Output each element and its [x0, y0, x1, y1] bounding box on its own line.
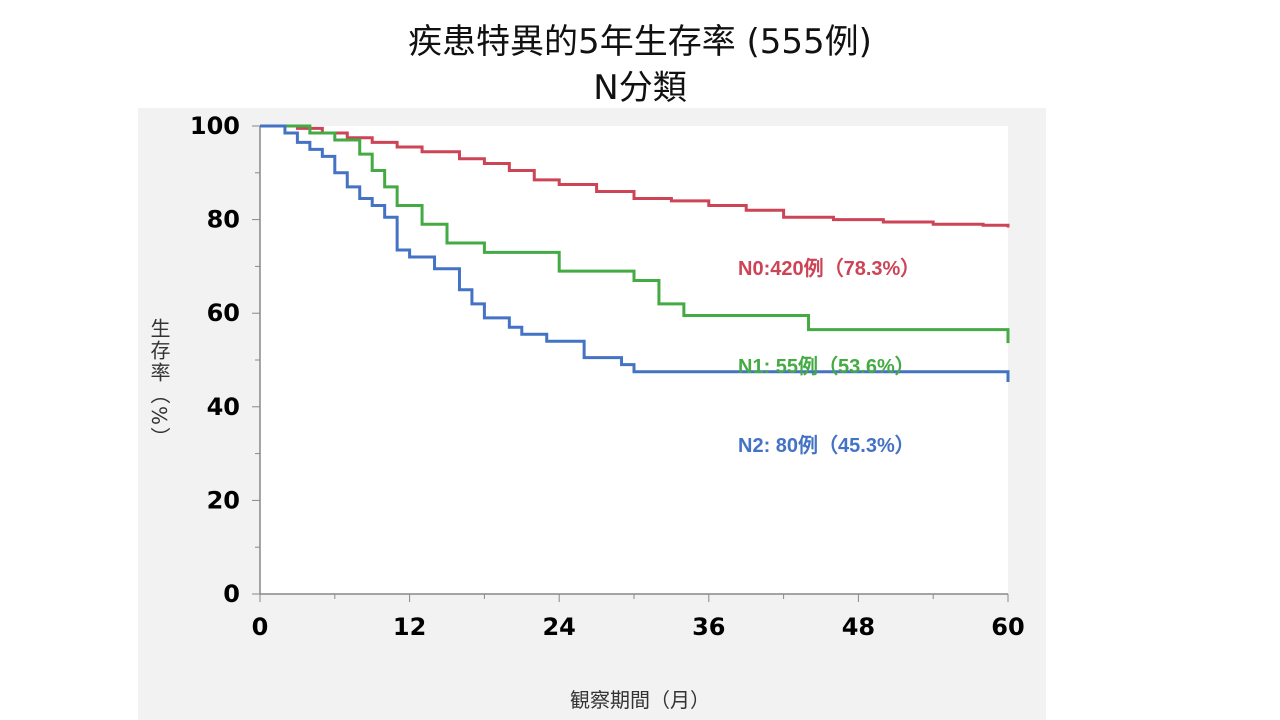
- legend-n1: N1: 55例（53.6%）: [738, 356, 915, 378]
- x-axis-label: 観察期間（月）: [570, 688, 710, 712]
- y-tick-label: 40: [207, 393, 240, 421]
- x-tick-label: 36: [692, 613, 725, 641]
- chart-title-line2: N分類: [593, 68, 687, 108]
- y-tick-label: 0: [223, 580, 240, 608]
- y-tick-label: 80: [207, 206, 240, 234]
- survival-curve-n1: [260, 124, 1010, 344]
- y-tick-label: 100: [190, 112, 240, 140]
- legend-n0: N0:420例（78.3%）: [738, 258, 921, 280]
- chart-title-line1: 疾患特異的5年生存率 (555例): [408, 22, 872, 62]
- x-tick-label: 0: [252, 613, 269, 641]
- x-tick-label: 48: [842, 613, 875, 641]
- y-tick-label: 20: [207, 486, 240, 514]
- plot-area: [260, 126, 1008, 594]
- y-axis-label: 生存率（%）: [147, 318, 171, 450]
- survival-curve-n0: [260, 124, 1010, 228]
- x-tick-label: 24: [542, 613, 575, 641]
- x-tick-label: 12: [393, 613, 426, 641]
- x-tick-label: 60: [991, 613, 1024, 641]
- y-tick-label: 60: [207, 299, 240, 327]
- survival-curve-n2: [260, 124, 1010, 382]
- legend-n2: N2: 80例（45.3%）: [738, 435, 915, 457]
